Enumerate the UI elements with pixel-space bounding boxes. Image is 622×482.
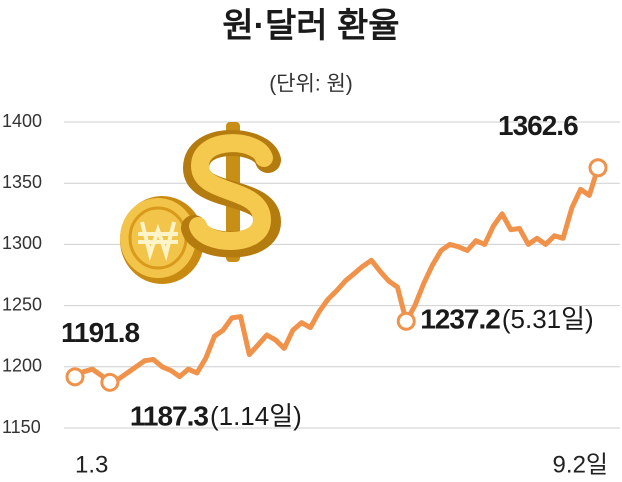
y-tick-label: 1350 xyxy=(2,172,42,192)
point-marker xyxy=(588,158,608,178)
coin-icon xyxy=(120,196,204,284)
y-tick-label: 1300 xyxy=(2,233,42,253)
x-tick-label: 1.3 xyxy=(75,451,108,478)
point-marker xyxy=(100,372,120,392)
chart-subtitle: (단위: 원) xyxy=(269,73,353,96)
data-label: 1237.2 xyxy=(420,304,500,335)
line-series xyxy=(73,167,601,385)
data-label: 1362.6 xyxy=(498,110,578,141)
annotation: (5.31일) xyxy=(502,304,594,334)
annotation: (1.14일) xyxy=(210,401,302,431)
y-tick-label: 1150 xyxy=(2,417,41,437)
y-tick-label: 1400 xyxy=(2,111,42,131)
x-tick-label: 9.2일 xyxy=(553,451,608,478)
dollar-icon xyxy=(181,122,282,262)
plot: 1150 1200 1250 1300 1350 1400 xyxy=(2,111,620,437)
y-tick-label: 1250 xyxy=(2,294,42,314)
chart-title: 원·달러 환율 xyxy=(222,7,399,45)
y-tick-label: 1200 xyxy=(2,356,42,376)
data-label: 1191.8 xyxy=(61,317,140,348)
data-label: 1187.3 xyxy=(130,401,209,432)
point-marker xyxy=(396,311,416,331)
point-marker xyxy=(65,367,85,387)
